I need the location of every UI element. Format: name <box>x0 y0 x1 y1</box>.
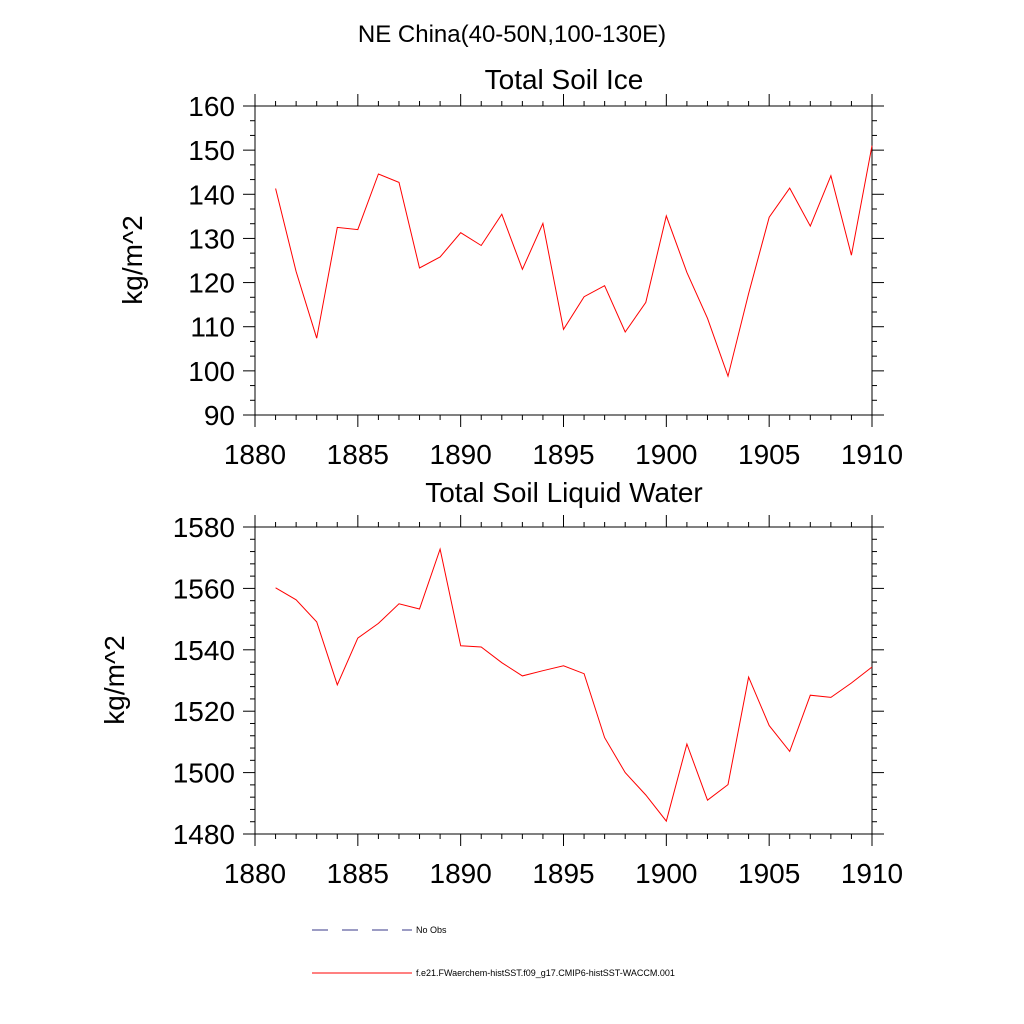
y-tick-label: 90 <box>204 400 235 431</box>
y-tick-label: 1480 <box>173 819 235 850</box>
x-tick-label: 1905 <box>738 858 800 889</box>
y-tick-label: 100 <box>188 356 235 387</box>
y-tick-label: 1580 <box>173 512 235 543</box>
soil-ice-ylabel: kg/m^2 <box>117 215 148 304</box>
soil-liquid-water-series <box>275 547 873 823</box>
soil-liquid-water-plot-frame <box>254 526 873 835</box>
legend: No Obs f.e21.FWaerchem-histSST.f09_g17.C… <box>312 925 675 978</box>
y-tick-label: 140 <box>188 179 235 210</box>
y-tick-label: 1560 <box>173 573 235 604</box>
x-tick-label: 1885 <box>327 439 389 470</box>
x-tick-label: 1905 <box>738 439 800 470</box>
y-tick-label: 1500 <box>173 758 235 789</box>
y-tick-label: 150 <box>188 135 235 166</box>
legend-no-obs-label: No Obs <box>416 925 447 935</box>
x-tick-label: 1890 <box>430 439 492 470</box>
x-tick-label: 1890 <box>430 858 492 889</box>
soil-liquid-water-tick-labels: 1880 1885 1890 1895 1900 1905 1910 1480 1500 1520… <box>173 512 903 889</box>
legend-model-label: f.e21.FWaerchem-histSST.f09_g17.CMIP6-hi… <box>416 968 675 978</box>
soil-ice-plot-frame <box>254 105 873 416</box>
soil-ice-title: Total Soil Ice <box>485 64 644 95</box>
y-tick-label: 1540 <box>173 635 235 666</box>
y-tick-label: 110 <box>190 312 235 343</box>
x-tick-label: 1895 <box>532 858 594 889</box>
soil-liquid-water-ylabel: kg/m^2 <box>99 635 130 724</box>
figure-title: NE China(40-50N,100-130E) <box>358 21 666 48</box>
soil-ice-panel: Total Soil Ice kg/m^2 1880 1885 1890 1895 19… <box>117 64 903 470</box>
x-tick-label: 1880 <box>224 858 286 889</box>
soil-ice-series-line <box>275 145 873 378</box>
x-tick-label: 1880 <box>224 439 286 470</box>
x-tick-label: 1910 <box>841 858 903 889</box>
soil-liquid-water-ticks <box>243 515 884 846</box>
soil-liquid-water-series-line <box>275 547 873 823</box>
soil-liquid-water-panel: Total Soil Liquid Water kg/m^2 1880 1885 1… <box>99 477 903 889</box>
soil-ice-ticks <box>243 94 884 427</box>
x-tick-label: 1885 <box>327 858 389 889</box>
x-tick-label: 1910 <box>841 439 903 470</box>
y-tick-label: 120 <box>188 268 235 299</box>
soil-ice-series <box>275 145 873 378</box>
y-tick-label: 130 <box>188 223 235 254</box>
y-tick-label: 1520 <box>173 696 235 727</box>
soil-ice-tick-labels: 1880 1885 1890 1895 1900 1905 1910 90 100 110 120 1… <box>188 91 903 470</box>
soil-liquid-water-title: Total Soil Liquid Water <box>425 477 703 508</box>
x-tick-label: 1900 <box>635 439 697 470</box>
x-tick-label: 1895 <box>532 439 594 470</box>
y-tick-label: 160 <box>188 91 235 122</box>
x-tick-label: 1900 <box>635 858 697 889</box>
